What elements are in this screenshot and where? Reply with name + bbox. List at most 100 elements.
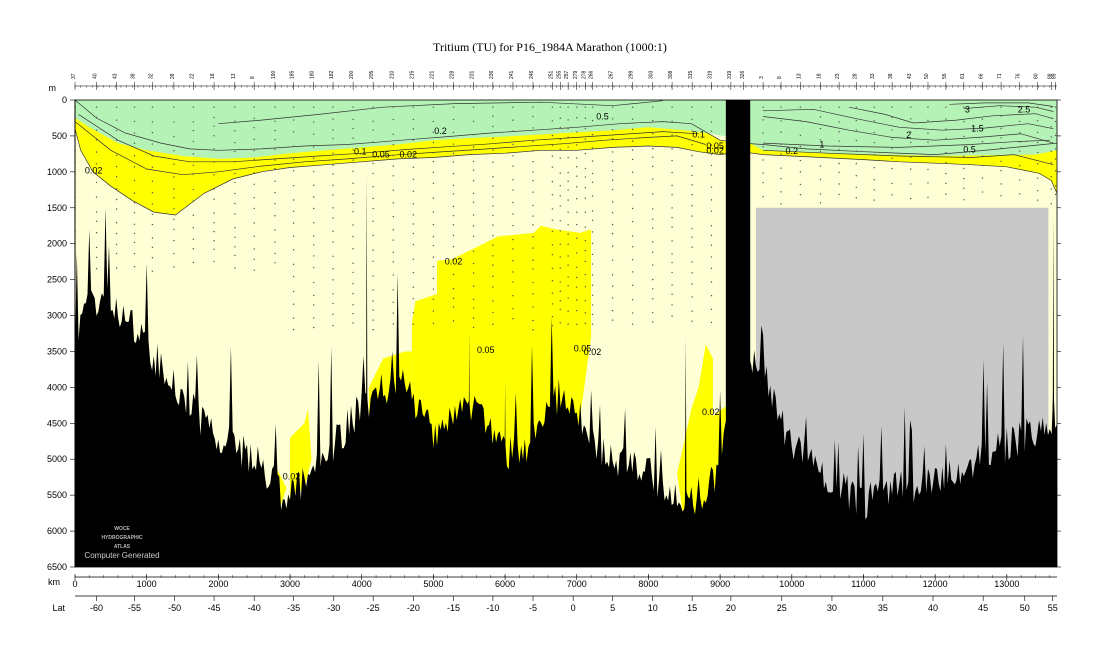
- sample-point: [173, 135, 175, 138]
- sample-point: [532, 127, 534, 129]
- sample-point: [1054, 193, 1057, 196]
- sample-point: [392, 239, 394, 241]
- lat-tick-label: -45: [208, 603, 221, 613]
- contour-2: [849, 106, 1054, 124]
- sample-point: [591, 195, 594, 197]
- sample-point: [1000, 195, 1002, 197]
- sample-point: [492, 235, 494, 237]
- sample-point: [133, 106, 136, 108]
- sample-point: [762, 145, 764, 148]
- sample-point: [551, 193, 554, 196]
- sample-point: [652, 218, 654, 220]
- sample-point: [115, 252, 118, 255]
- sample-point: [927, 141, 929, 143]
- y-tick-label: 6000: [47, 526, 67, 536]
- sample-point: [234, 120, 236, 122]
- lat-tick-label: 15: [687, 603, 697, 613]
- sample-point: [1000, 106, 1002, 108]
- sample-point: [567, 146, 569, 148]
- sample-point: [412, 118, 415, 121]
- sample-point: [472, 262, 475, 265]
- contour-label: 0.02: [283, 471, 301, 481]
- sample-point: [253, 222, 255, 224]
- sample-point: [873, 106, 875, 108]
- sample-point: [710, 144, 713, 146]
- sample-point: [472, 192, 475, 195]
- sample-point: [631, 235, 634, 237]
- sample-point: [873, 189, 875, 191]
- sample-point: [855, 139, 857, 142]
- sample-point: [372, 141, 374, 143]
- sample-point: [292, 328, 295, 331]
- sample-point: [312, 157, 315, 159]
- station-label: 88: [1047, 73, 1053, 79]
- km-axis-unit: km: [48, 577, 60, 587]
- sample-point: [591, 219, 594, 222]
- sample-point: [611, 151, 614, 153]
- sample-point: [372, 328, 374, 331]
- contour-label: 0.02: [400, 150, 418, 160]
- sample-point: [213, 148, 215, 150]
- sample-point: [452, 161, 455, 163]
- sample-point: [133, 202, 136, 204]
- sample-point: [472, 272, 475, 274]
- sample-point: [492, 196, 494, 198]
- sample-point: [412, 312, 415, 314]
- sample-point: [631, 284, 634, 287]
- sample-point: [432, 288, 435, 290]
- sample-point: [133, 241, 136, 244]
- sample-point: [312, 294, 315, 297]
- sample-point: [1050, 162, 1052, 164]
- sample-point: [671, 271, 673, 274]
- sample-point: [432, 266, 435, 268]
- sample-point: [412, 214, 415, 216]
- sample-point: [192, 226, 194, 229]
- sample-point: [492, 149, 494, 151]
- y-tick-label: 4000: [47, 382, 67, 392]
- deep-tritium-patch-5: [290, 408, 312, 496]
- sample-point: [292, 317, 295, 319]
- sample-point: [819, 178, 822, 181]
- sample-point: [274, 148, 276, 151]
- sample-point: [274, 180, 276, 182]
- sample-point: [472, 106, 475, 108]
- sample-point: [95, 181, 98, 184]
- sample-point: [799, 145, 802, 148]
- station-label: 190: [271, 70, 277, 79]
- sample-point: [611, 232, 614, 235]
- sample-point: [452, 184, 455, 186]
- sample-point: [532, 259, 534, 261]
- sample-point: [292, 119, 295, 121]
- sample-point: [492, 286, 494, 288]
- sample-point: [472, 214, 475, 216]
- sample-point: [567, 264, 569, 266]
- sample-point: [576, 117, 578, 119]
- sample-point: [95, 196, 98, 198]
- sample-point: [855, 119, 857, 122]
- sample-point: [95, 129, 98, 131]
- station-label: 23: [835, 73, 841, 79]
- sample-point: [192, 121, 194, 123]
- sample-point: [432, 106, 435, 108]
- sample-point: [576, 186, 578, 188]
- sample-point: [710, 294, 713, 297]
- sample-point: [910, 118, 912, 120]
- sample-point: [372, 172, 374, 175]
- sample-point: [312, 244, 315, 246]
- sample-point: [1050, 202, 1052, 205]
- sample-point: [591, 160, 594, 162]
- sample-point: [512, 213, 514, 215]
- sample-point: [631, 323, 634, 325]
- sample-point: [981, 164, 984, 167]
- sample-point: [392, 251, 394, 254]
- sample-point: [472, 169, 475, 171]
- sample-point: [292, 275, 295, 278]
- sample-point: [551, 106, 554, 108]
- sample-point: [611, 274, 614, 276]
- sample-point: [452, 258, 455, 261]
- sample-point: [95, 172, 98, 175]
- sample-point: [963, 155, 965, 158]
- y-tick-label: 500: [52, 131, 67, 141]
- sample-point: [671, 148, 673, 150]
- sample-point: [1050, 117, 1052, 119]
